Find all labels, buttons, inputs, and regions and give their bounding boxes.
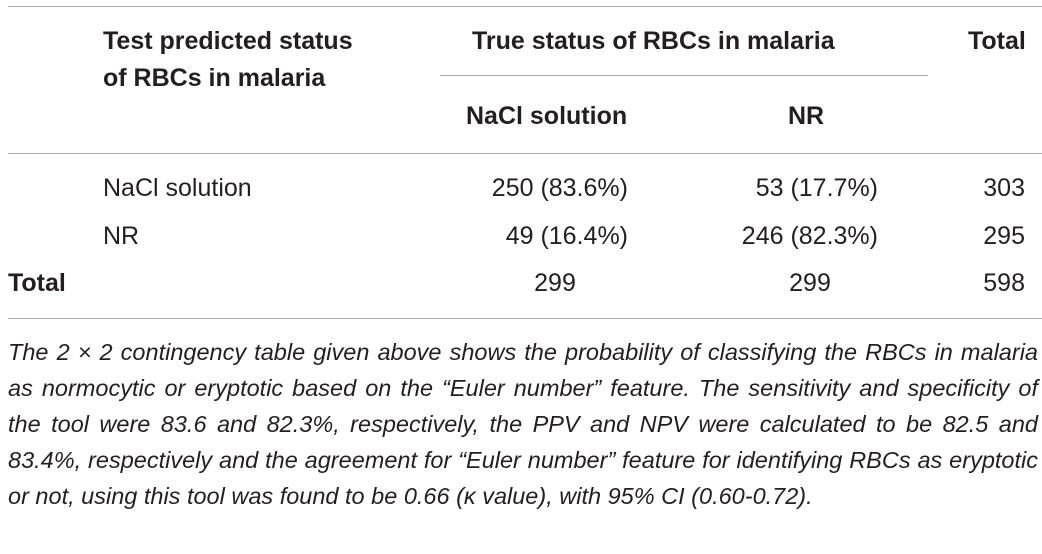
cell-r1-c2: 53 (17.7%): [755, 174, 878, 202]
row-label-nr: NR: [103, 222, 140, 250]
row-header-line2: of RBCs in malaria: [103, 64, 326, 92]
subheader-nr: NR: [788, 102, 825, 130]
group-header: True status of RBCs in malaria: [472, 27, 835, 55]
cell-r2-total: 295: [983, 222, 1025, 250]
total-c1: 299: [534, 269, 576, 297]
cell-r2-c1: 49 (16.4%): [505, 222, 628, 250]
total-row-label: Total: [8, 269, 66, 297]
row-header-line1: Test predicted status: [103, 27, 353, 55]
total-c2: 299: [789, 269, 831, 297]
total-grand: 598: [983, 269, 1025, 297]
cell-r1-c1: 250 (83.6%): [491, 174, 628, 202]
cell-r1-total: 303: [983, 174, 1025, 202]
subheader-nacl: NaCl solution: [466, 102, 628, 130]
row-label-nacl: NaCl solution: [103, 174, 252, 202]
cell-r2-c2: 246 (82.3%): [741, 222, 878, 250]
table-footnote: The 2 × 2 contingency table given above …: [8, 339, 1038, 509]
top-rule: [8, 6, 1042, 7]
total-header: Total: [968, 27, 1026, 55]
bottom-rule: [8, 318, 1042, 319]
header-rule: [8, 153, 1042, 154]
group-underline: [440, 75, 928, 76]
